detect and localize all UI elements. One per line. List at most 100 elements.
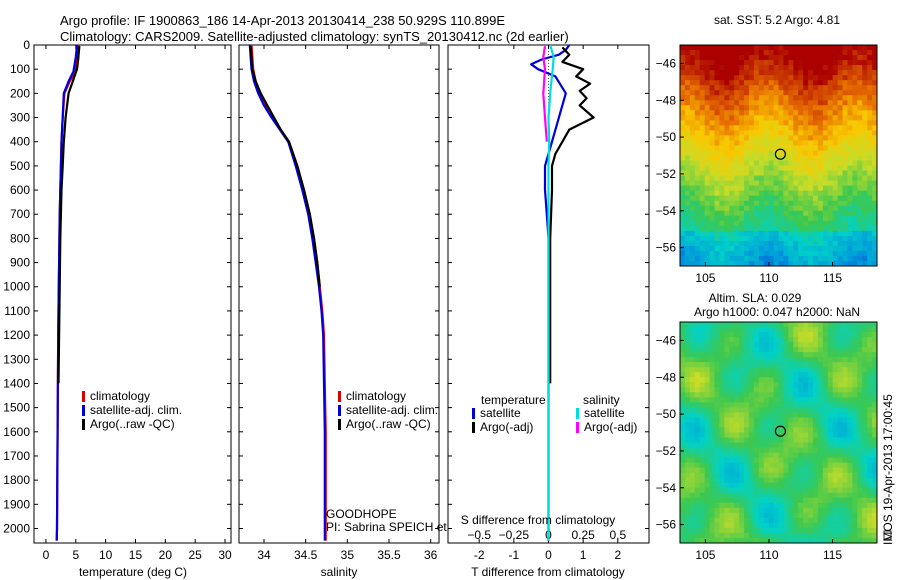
heatmap-cell [744,185,750,192]
heatmap-cell [778,85,784,91]
heatmap-cell [684,215,691,222]
heatmap-cell [872,190,877,197]
heatmap-cell [798,190,804,197]
heatmap-cell [768,387,774,393]
heatmap-cell [827,55,834,61]
heatmap-cell [812,517,819,524]
heatmap-cell [744,532,750,539]
heatmap-cell [689,337,696,343]
heatmap-cell [739,75,745,81]
heatmap-cell [734,130,740,136]
legend-swatch [82,419,85,430]
heatmap-cell [862,75,868,81]
heatmap-cell [704,110,710,116]
heatmap-cell [867,402,873,408]
heatmap-cell [704,180,710,187]
heatmap-cell [714,477,720,484]
heatmap-cell [773,105,779,111]
heatmap-cell [847,85,853,91]
heatmap-cell [862,512,868,519]
heatmap-cell [857,50,863,56]
heatmap-cell [768,367,774,373]
heatmap-cell [798,155,804,161]
heatmap-cell [709,175,715,182]
heatmap-cell [803,427,809,433]
heatmap-cell [778,387,784,393]
heatmap-cell [734,377,740,383]
heatmap-cell [803,347,809,353]
heatmap-cell [793,175,799,182]
heatmap-cell [812,165,819,171]
heatmap-cell [699,502,706,509]
heatmap-cell [842,362,848,368]
heatmap-cell [842,105,848,111]
heatmap-cell [867,487,873,494]
heatmap-cell [768,517,774,524]
heatmap-cell [842,337,848,343]
heatmap-cell [719,85,725,91]
heatmap-cell [817,392,824,398]
heatmap-cell [822,332,829,338]
heatmap-cell [783,75,789,81]
heatmap-cell [724,135,730,141]
heatmap-cell [778,322,784,328]
heatmap-cell [808,377,814,383]
heatmap-cell [862,372,868,378]
heatmap-cell [788,210,794,217]
heatmap-cell [783,200,789,207]
heatmap-cell [822,150,829,156]
heatmap-cell [744,75,750,81]
heatmap-cell [832,115,838,121]
heatmap-cell [842,165,848,171]
heatmap-cell [793,412,799,418]
heatmap-cell [872,95,877,101]
heatmap-cell [872,245,877,252]
heatmap-cell [763,397,770,403]
heatmap-cell [744,372,750,378]
heatmap-cell [822,180,829,187]
heatmap-cell [817,155,824,161]
heatmap-cell [847,195,853,202]
heatmap-cell [699,250,706,257]
heatmap-cell [817,412,824,418]
heatmap-cell [753,130,760,136]
heatmap-cell [768,150,774,156]
heatmap-cell [753,75,760,81]
heatmap-cell [744,190,750,197]
heatmap-cell [684,90,691,96]
heatmap-cell [753,337,760,343]
heatmap-cell [862,387,868,393]
heatmap-cell [827,372,834,378]
heatmap-cell [872,347,877,353]
heatmap-cell [773,362,779,368]
heatmap-cell [837,45,843,51]
heatmap-cell [857,537,863,543]
heatmap-cell [694,120,701,126]
heatmap-cell [857,125,863,131]
heatmap-cell [803,190,809,197]
heatmap-cell [704,90,710,96]
heatmap-cell [842,235,848,242]
heatmap-cell [768,125,774,131]
heatmap-cell [699,322,706,328]
heatmap-cell [748,200,755,207]
heatmap-cell [724,407,730,413]
heatmap-cell [783,407,789,413]
heatmap-cell [758,492,765,499]
heatmap-cell [719,165,725,171]
heatmap-cell [724,447,730,453]
heatmap-cell [822,377,829,383]
heatmap-cell [744,145,750,151]
heatmap-cell [734,522,740,529]
heatmap-cell [714,487,720,494]
heatmap-cell [704,527,710,534]
heatmap-cell [783,527,789,534]
heatmap-cell [803,260,809,266]
heatmap-cell [773,180,779,187]
heatmap-cell [768,250,774,257]
heatmap-cell [719,260,725,266]
heatmap-cell [719,532,725,539]
heatmap-cell [758,402,765,408]
heatmap-cell [812,185,819,192]
heatmap-cell [753,120,760,126]
